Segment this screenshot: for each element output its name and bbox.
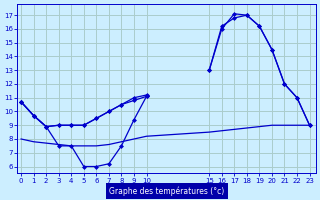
X-axis label: Graphe des températures (°c): Graphe des températures (°c)	[109, 186, 224, 196]
